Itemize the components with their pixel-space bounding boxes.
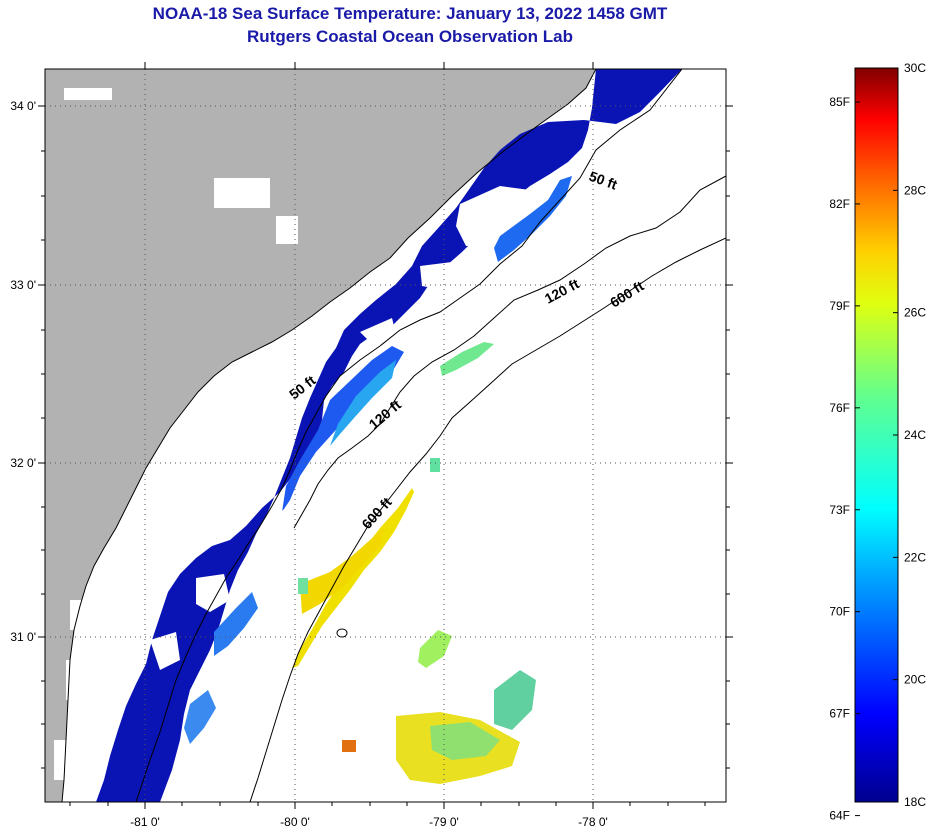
lon-label-81: -81 0' — [130, 815, 160, 829]
colorbar-label-f: 82F — [829, 197, 850, 211]
axis-ticks — [38, 62, 733, 809]
sst-warm-speck — [342, 740, 356, 752]
lon-label-78: -78 0' — [578, 815, 608, 829]
colorbar-label-f: 70F — [829, 605, 850, 619]
colorbar-label-c: 30C — [904, 61, 926, 75]
sst-blue-patch-4 — [184, 690, 216, 744]
graticule — [45, 69, 726, 802]
contour-50ft — [135, 69, 683, 802]
lat-label-34: 34 0' — [10, 99, 36, 113]
map-layers — [45, 69, 682, 802]
colorbar-label-c: 24C — [904, 428, 926, 442]
lon-label-80: -80 0' — [280, 815, 310, 829]
sst-green-patch-3 — [494, 670, 536, 730]
sst-green-speck — [430, 458, 440, 472]
lat-label-31: 31 0' — [10, 630, 36, 644]
colorbar-label-c: 22C — [904, 550, 926, 564]
contour-lines — [61, 69, 726, 802]
chart-subtitle: Rutgers Coastal Ocean Observation Lab — [247, 27, 573, 46]
sst-green-patch-4 — [430, 722, 500, 760]
sst-blue-patch-3 — [214, 592, 258, 656]
ocean-clouds — [150, 186, 530, 670]
colorbar-label-c: 26C — [904, 306, 926, 320]
colorbar-label-f: 73F — [829, 503, 850, 517]
colorbar-labels-fahrenheit: 85F 82F 79F 76F 73F 70F 67F 64F — [829, 95, 850, 823]
colorbar-label-c: 28C — [904, 183, 926, 197]
sst-warm-blob-1 — [300, 528, 384, 614]
land-mass — [45, 69, 596, 802]
sst-green-patch-1 — [440, 342, 494, 376]
lat-label-33: 33 0' — [10, 278, 36, 292]
lon-label-79: -79 0' — [429, 815, 459, 829]
contour-120ft — [293, 175, 726, 529]
colorbar-label-f: 79F — [829, 299, 850, 313]
colorbar-label-f: 67F — [829, 707, 850, 721]
coastline — [61, 69, 597, 802]
sst-cold-band — [96, 69, 682, 802]
colorbar-ticks — [855, 67, 898, 817]
colorbar-label-f: 85F — [829, 95, 850, 109]
colorbar — [854, 67, 899, 803]
colorbar-labels-celsius: 30C 28C 26C 24C 22C 20C 18C — [904, 61, 926, 809]
colorbar-label-c: 20C — [904, 673, 926, 687]
lat-label-32: 32 0' — [10, 456, 36, 470]
cloud-specks — [54, 88, 298, 780]
colorbar-label-c: 18C — [904, 795, 926, 809]
map-border — [44, 68, 727, 803]
colorbar-label-f: 64F — [829, 809, 850, 823]
contour-600ft — [249, 237, 726, 802]
colorbar-label-f: 76F — [829, 401, 850, 415]
sst-green-speck-2 — [298, 578, 308, 594]
sst-cyan-patch-1 — [330, 360, 396, 446]
sst-warm-stream — [292, 488, 414, 668]
chart-title: NOAA-18 Sea Surface Temperature: January… — [152, 4, 668, 23]
sst-blue-patch-2 — [494, 176, 572, 262]
